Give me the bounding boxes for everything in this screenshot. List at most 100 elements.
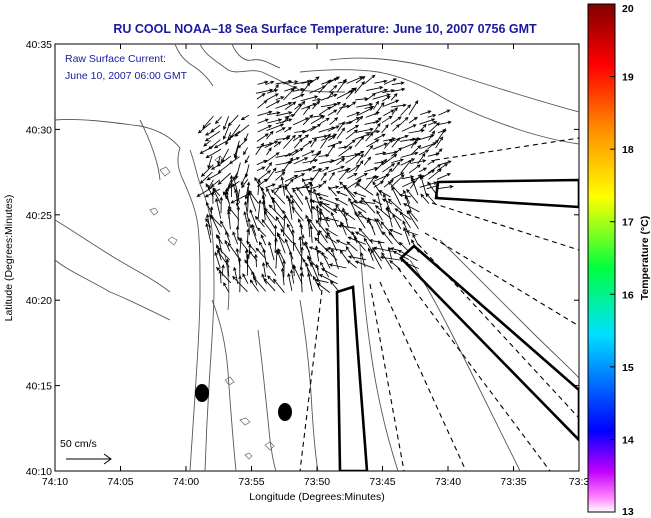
current-vector: [241, 179, 249, 189]
current-vector: [282, 135, 291, 141]
current-vector: [372, 199, 383, 206]
current-vector: [355, 173, 368, 180]
current-vector: [382, 163, 396, 173]
current-vector: [282, 157, 294, 172]
current-vector: [205, 217, 212, 228]
current-vector: [272, 278, 285, 293]
current-vector: [329, 102, 342, 109]
current-vector: [329, 280, 339, 292]
current-vector: [319, 200, 338, 214]
current-vector: [352, 200, 367, 205]
current-vector: [310, 137, 317, 148]
current-vector: [418, 167, 428, 173]
current-vector: [364, 166, 379, 173]
map-plot-area: [54, 43, 580, 472]
current-vector: [214, 116, 222, 125]
current-vector: [367, 247, 374, 262]
current-vector: [410, 173, 422, 189]
current-vector: [223, 116, 229, 131]
current-vector: [327, 186, 337, 197]
current-vector: [437, 128, 446, 141]
current-vector: [292, 264, 303, 284]
current-vector: [355, 153, 364, 165]
current-vector: [391, 147, 403, 157]
current-vector: [300, 246, 304, 270]
current-vector: [382, 99, 400, 107]
current-vector: [227, 210, 231, 230]
current-vector: [373, 100, 380, 110]
current-vector: [291, 228, 295, 252]
current-vector: [243, 147, 248, 156]
current-vector: [345, 129, 358, 140]
current-vector: [266, 93, 279, 101]
current-vector: [309, 224, 313, 243]
current-vector: [275, 101, 293, 109]
x-tick-label: 73:40: [435, 476, 461, 488]
current-vector: [383, 78, 398, 85]
current-vector: [356, 102, 374, 108]
current-vector: [266, 118, 283, 124]
current-vector: [271, 198, 276, 212]
current-vector: [205, 183, 214, 198]
current-vector: [302, 165, 317, 172]
current-vector: [349, 201, 367, 213]
current-vector: [310, 115, 326, 125]
current-vector: [405, 230, 418, 236]
current-vector: [250, 223, 258, 244]
current-vector: [227, 206, 240, 221]
current-vector: [292, 93, 305, 100]
current-vector: [406, 188, 419, 204]
current-vector: [299, 265, 304, 277]
current-vector: [400, 104, 412, 116]
current-vector: [301, 234, 305, 246]
current-vector: [381, 251, 393, 270]
current-vector: [410, 137, 418, 149]
current-vector: [400, 151, 419, 158]
current-vector: [365, 132, 374, 142]
current-vector: [244, 186, 249, 200]
current-vector: [265, 80, 275, 85]
current-vector: [311, 168, 322, 182]
x-tick-label: 74:10: [42, 476, 68, 488]
current-vector: [268, 204, 285, 221]
scale-label: 50 cm/s: [60, 438, 97, 450]
current-vector: [275, 96, 285, 101]
current-vector: [292, 188, 304, 205]
figure-title: RU COOL NOAA–18 Sea Surface Temperature:…: [113, 22, 537, 36]
current-vector: [256, 227, 267, 237]
current-vector: [318, 106, 332, 115]
current-vector: [417, 152, 426, 165]
current-vector: [378, 190, 391, 198]
current-vector: [329, 155, 346, 164]
current-vector: [354, 135, 365, 147]
current-vector: [291, 147, 304, 156]
current-vector: [365, 92, 377, 102]
current-vector: [293, 138, 303, 149]
current-vector: [299, 223, 303, 236]
current-vector: [240, 172, 248, 186]
current-vector: [438, 109, 451, 116]
current-vector: [382, 231, 393, 245]
current-vector: [392, 213, 402, 230]
current-vector: [293, 100, 306, 116]
current-vector: [217, 247, 231, 261]
current-vector: [284, 126, 293, 133]
x-axis-ticks: 74:10 74:05 74:00 73:55 73:50 73:45 73:40 73:35…: [42, 44, 589, 488]
current-vector: [199, 146, 214, 154]
current-vector: [346, 111, 361, 118]
current-vector: [425, 192, 437, 206]
current-vector: [368, 238, 385, 244]
current-vector: [328, 263, 347, 269]
current-annotation-line1: Raw Surface Current:: [65, 53, 166, 65]
current-vector: [204, 131, 214, 136]
current-vector: [399, 210, 411, 229]
colorbar-tick-label: 14: [622, 434, 634, 446]
current-vector: [288, 250, 294, 270]
current-vector: [372, 93, 391, 100]
x-axis-label: Longitude (Degrees:Minutes): [249, 491, 384, 503]
current-vector: [338, 146, 353, 157]
current-vector: [380, 221, 394, 237]
current-vector: [374, 158, 388, 172]
current-vector: [293, 87, 305, 92]
current-vector: [408, 100, 419, 115]
